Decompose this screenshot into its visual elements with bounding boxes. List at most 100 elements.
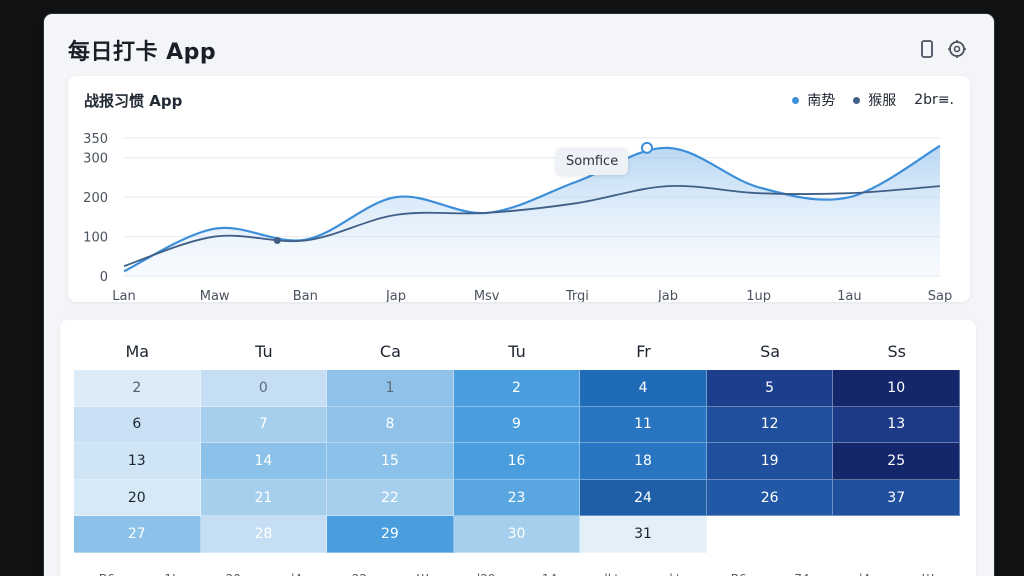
- calendar-day-cell[interactable]: 20: [74, 479, 201, 517]
- footer-label: 22: [352, 572, 367, 576]
- x-tick-label: Ban: [293, 289, 318, 302]
- footer-label: 1J: [165, 572, 176, 576]
- footer-label: Ш: [416, 572, 429, 576]
- footer-cell: l29 14: [454, 572, 581, 576]
- x-tick-label: Maw: [200, 289, 230, 302]
- footer-label: l4: [859, 572, 870, 576]
- calendar-day-cell: [833, 516, 960, 553]
- footer-label: l↓: [669, 572, 682, 576]
- settings-icon[interactable]: [946, 38, 968, 60]
- calendar-day-cell[interactable]: 21: [200, 479, 328, 517]
- calendar-day-cell[interactable]: 30: [453, 516, 581, 553]
- calendar-day-cell: [706, 516, 834, 553]
- chart-card: 0 100 200 300 350 Lan Maw Ban Jap Msv Trgi Jab 1up 1a…: [68, 76, 970, 302]
- calendar-day-cell[interactable]: 14: [200, 443, 328, 480]
- calendar-heatmap-grid: 2 0 1 2 4 5 10 6 7 8 9 11 12 13 13 14 15 16 18 19 25 20 21 22 23…: [74, 370, 960, 553]
- calendar-day-cell[interactable]: 4: [580, 370, 707, 407]
- footer-label: l4: [291, 572, 302, 576]
- calendar-day-cell[interactable]: 6: [74, 406, 201, 444]
- footer-cell: 20 l4: [201, 572, 328, 576]
- calendar-day-cell[interactable]: 12: [706, 406, 834, 444]
- footer-label: Ш: [921, 572, 934, 576]
- calendar-card: Ma Tu Ca Tu Fr Sa Ss 2 0 1 2 4 5 10 6 7 8 9 11 12 13 13 14 15 1…: [60, 320, 976, 576]
- y-tick-label: 350: [83, 132, 108, 147]
- calendar-day-cell[interactable]: 5: [706, 370, 834, 407]
- legend-dot: [853, 96, 861, 104]
- calendar-day-cell[interactable]: 24: [580, 479, 707, 517]
- footer-label: B6: [99, 572, 115, 576]
- calendar-day-cell[interactable]: 23: [453, 479, 581, 517]
- x-tick-label: Jab: [657, 289, 678, 302]
- title-bar: 每日打卡 App: [44, 14, 994, 74]
- weekday-label: Ss: [887, 342, 906, 361]
- y-tick-label: 0: [100, 270, 108, 285]
- app-title: 每日打卡 App: [68, 40, 217, 65]
- chart-tooltip: Somfice: [556, 148, 629, 175]
- legend-item[interactable]: 猴服: [853, 90, 896, 110]
- calendar-day-cell[interactable]: 8: [327, 406, 454, 444]
- highlight-point: [641, 141, 653, 154]
- weekday-label: Fr: [636, 342, 651, 361]
- y-tick-label: 100: [83, 231, 108, 246]
- series-area: [124, 145, 940, 276]
- calendar-day-cell[interactable]: 13: [74, 443, 201, 480]
- legend-item[interactable]: 南势: [792, 90, 835, 110]
- calendar-day-cell[interactable]: 25: [833, 443, 960, 480]
- footer-label: 14: [542, 572, 557, 576]
- calendar-day-cell[interactable]: 28: [200, 516, 328, 553]
- chart-legend: 南势 猴服 2br≡.: [792, 90, 954, 110]
- y-tick-label: 300: [83, 152, 108, 167]
- phone-icon[interactable]: [916, 38, 938, 60]
- chart-title: 战报习惯 App: [84, 92, 183, 110]
- calendar-day-cell[interactable]: 19: [706, 443, 834, 480]
- calendar-day-cell[interactable]: 18: [580, 443, 707, 480]
- calendar-day-cell[interactable]: 2: [453, 370, 581, 407]
- footer-cell: 22 Ш: [327, 572, 454, 576]
- footer-label: 74: [794, 572, 809, 576]
- series-line: [123, 184, 941, 267]
- legend-label: 猴服: [868, 93, 897, 109]
- weekday-label: Tu: [508, 342, 526, 361]
- calendar-day-cell[interactable]: 1: [327, 370, 454, 407]
- footer-label: 20: [226, 572, 241, 576]
- footer-label: B6: [731, 572, 747, 576]
- calendar-day-cell[interactable]: 7: [200, 406, 328, 444]
- calendar-day-cell[interactable]: 27: [74, 516, 201, 553]
- calendar-day-cell[interactable]: 26: [706, 479, 834, 517]
- calendar-day-cell[interactable]: 22: [327, 479, 454, 517]
- calendar-day-cell[interactable]: 9: [453, 406, 581, 444]
- line-chart: 0 100 200 300 350 Lan Maw Ban Jap Msv Trgi Jab 1up 1a…: [83, 132, 952, 302]
- series-point: [273, 237, 281, 245]
- x-tick-label: 1au: [837, 289, 861, 302]
- calendar-day-cell[interactable]: 37: [833, 479, 960, 517]
- series-line: [123, 144, 941, 273]
- x-tick-label: 1up: [746, 289, 771, 302]
- calendar-weekday-header: Ma Tu Ca Tu Fr Sa Ss: [74, 342, 960, 370]
- calendar-day-cell[interactable]: 2: [74, 370, 201, 407]
- x-tick-label: Jap: [385, 289, 406, 302]
- weekday-label: Ca: [379, 342, 401, 361]
- weekday-label: Sa: [760, 342, 781, 361]
- x-tick-label: Lan: [112, 289, 135, 302]
- x-tick-label: Msv: [474, 289, 500, 302]
- footer-cell: B6 1J: [74, 572, 201, 576]
- x-tick-label: Sap: [928, 289, 952, 302]
- footer-cell: l4 Ш: [833, 572, 960, 576]
- calendar-day-cell[interactable]: 31: [580, 516, 707, 553]
- x-tick-label: Trgi: [565, 289, 589, 302]
- weekday-label: Ma: [125, 342, 150, 361]
- legend-label: 南势: [807, 93, 836, 109]
- calendar-day-cell[interactable]: 15: [327, 443, 454, 480]
- legend-dot: [792, 96, 800, 104]
- footer-cell: ll↓ l↓: [580, 572, 707, 576]
- calendar-footer: B6 1J 20 l4 22 Шl29 14 ll↓ l↓ B6 74 l4 Ш: [74, 572, 960, 576]
- calendar-day-cell[interactable]: 16: [453, 443, 581, 480]
- calendar-day-cell[interactable]: 13: [833, 406, 960, 444]
- calendar-day-cell[interactable]: 0: [200, 370, 328, 407]
- calendar-day-cell[interactable]: 10: [833, 370, 960, 407]
- calendar-day-cell[interactable]: 11: [580, 406, 707, 444]
- app-window: 每日打卡 App 0 100 200 300 350 Lan Maw Ban Jap Msv Trg…: [44, 14, 994, 576]
- footer-label: ll↓: [604, 572, 621, 576]
- legend-extra[interactable]: 2br≡.: [914, 92, 954, 108]
- calendar-day-cell[interactable]: 29: [327, 516, 454, 553]
